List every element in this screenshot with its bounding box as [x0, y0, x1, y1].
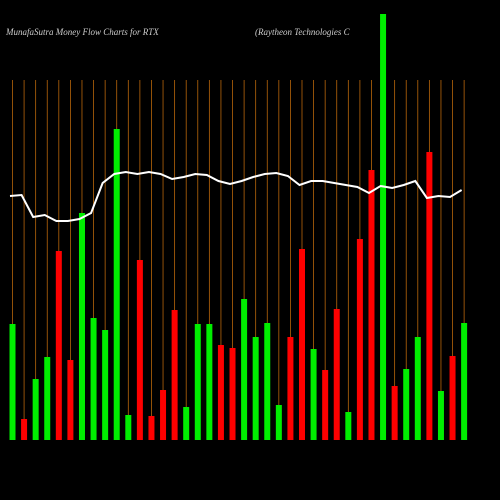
bar	[90, 318, 97, 440]
bar	[287, 337, 294, 440]
bar	[125, 415, 132, 440]
bar	[229, 348, 236, 440]
bar	[310, 349, 317, 440]
bar	[403, 369, 410, 440]
bar	[136, 260, 143, 440]
bar	[102, 330, 109, 440]
bar	[148, 416, 155, 440]
bar	[9, 324, 16, 440]
bar	[21, 419, 28, 440]
bar	[252, 337, 259, 440]
bar	[55, 251, 62, 440]
bar	[380, 14, 387, 440]
bar	[345, 412, 352, 440]
bar	[78, 213, 85, 440]
bar	[322, 370, 329, 440]
bar	[44, 357, 51, 440]
bar	[113, 129, 120, 440]
bar	[67, 360, 74, 440]
bar	[356, 239, 363, 440]
bar	[206, 324, 213, 440]
bar	[183, 407, 190, 440]
bar	[217, 345, 224, 440]
bar	[426, 152, 433, 440]
bar	[194, 324, 201, 440]
bar	[160, 390, 167, 440]
bar	[333, 309, 340, 440]
bar	[461, 323, 468, 440]
bar	[391, 386, 398, 440]
bar	[241, 299, 248, 440]
bar	[437, 391, 444, 440]
bar	[32, 379, 39, 440]
chart-subtitle: (Raytheon Technologies C	[255, 27, 351, 37]
bar	[171, 310, 178, 440]
bar	[264, 323, 271, 440]
bar	[299, 249, 305, 440]
bar	[449, 356, 456, 440]
money-flow-line	[9, 170, 463, 222]
chart-title: MunafaSutra Money Flow Charts for RTX	[5, 27, 159, 37]
bar	[275, 405, 282, 440]
bar	[368, 170, 375, 440]
bar	[414, 337, 421, 440]
